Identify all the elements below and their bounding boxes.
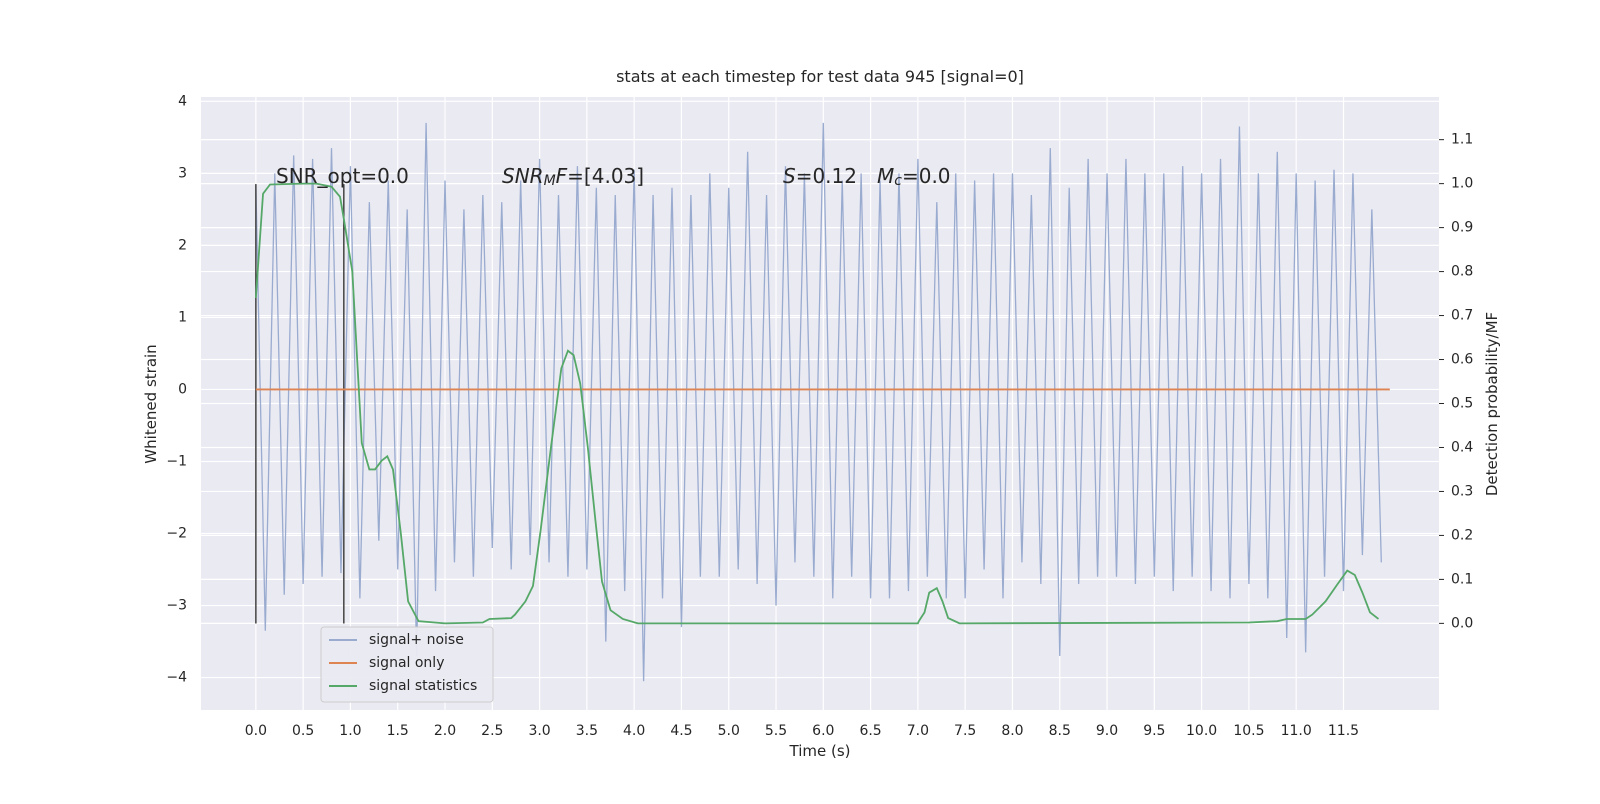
- annotation: SNR_opt=0.0: [276, 164, 409, 188]
- x-tick-label: 8.5: [1049, 723, 1071, 739]
- legend: signal+ noise signal only signal statistic…: [320, 626, 494, 703]
- x-tick-label: 6.5: [859, 723, 881, 739]
- x-tick-label: 11.5: [1328, 723, 1359, 739]
- y2-tick-label: 0.3: [1451, 483, 1473, 499]
- x-tick-label: 2.0: [434, 723, 456, 739]
- y-tick-label: 1: [178, 309, 187, 325]
- y-axis-label: Whitened strain: [142, 344, 160, 463]
- y-tick-label: −2: [166, 526, 187, 542]
- legend-box: [320, 626, 494, 703]
- series-line: [255, 122, 1382, 682]
- x-tick-label: 4.0: [623, 723, 645, 739]
- x-tick-label: 6.0: [812, 723, 834, 739]
- x-tick-label: 10.5: [1233, 723, 1264, 739]
- x-tick-label: 10.0: [1186, 723, 1217, 739]
- annotation-part: =0.0: [902, 164, 951, 188]
- x-tick-label: 9.5: [1143, 723, 1165, 739]
- annotation: Mc=0.0: [877, 164, 951, 190]
- x-tick-label: 1.5: [387, 723, 409, 739]
- y2-tick-label: 0.8: [1451, 264, 1473, 280]
- y-tick-label: 2: [178, 237, 187, 253]
- y2-tick-label: 0.0: [1451, 615, 1473, 631]
- y-tick-label: −3: [166, 598, 187, 614]
- annotation-part: =0.12: [796, 164, 857, 188]
- annotation-part: M: [544, 173, 556, 189]
- x-tick-label: 5.5: [765, 723, 787, 739]
- x-axis-label: Time (s): [789, 742, 851, 760]
- annotation-part: SNR_opt=0.0: [276, 164, 409, 188]
- legend-label: signal+ noise: [369, 632, 464, 648]
- y2-tick-label: 0.4: [1451, 439, 1473, 455]
- x-tick-label: 0.0: [245, 723, 267, 739]
- annotation-part: S: [783, 164, 796, 188]
- annotation-part: =[4.03]: [567, 164, 644, 188]
- x-tick-label: 9.0: [1096, 723, 1118, 739]
- y2-tick-label: 0.5: [1451, 396, 1473, 412]
- y2-axis-label: Detection probability/MF: [1483, 312, 1501, 496]
- y2-tick-label: 0.2: [1451, 527, 1473, 543]
- y2-tick-label: 1.0: [1451, 176, 1473, 192]
- annotation-part: c: [894, 173, 902, 189]
- annotation: SNRMF=[4.03]: [502, 164, 644, 190]
- annotation-part: SNR: [502, 164, 544, 188]
- y-tick-label: −4: [166, 670, 187, 686]
- y2-tick-label: 0.7: [1451, 308, 1473, 324]
- y-tick-label: 4: [178, 93, 187, 109]
- annotation-part: F: [556, 164, 568, 188]
- legend-label: signal statistics: [369, 678, 477, 694]
- x-tick-label: 11.0: [1281, 723, 1312, 739]
- x-tick-label: 2.5: [481, 723, 503, 739]
- legend-label: signal only: [369, 655, 444, 671]
- y2-tick-label: 0.1: [1451, 571, 1473, 587]
- x-tick-label: 4.5: [670, 723, 692, 739]
- y2-tick-label: 0.6: [1451, 352, 1473, 368]
- x-tick-label: 7.5: [954, 723, 976, 739]
- x-tick-label: 7.0: [907, 723, 929, 739]
- y2-tick-label: 1.1: [1451, 132, 1473, 148]
- y-tick-label: 3: [178, 165, 187, 181]
- x-tick-label: 3.5: [576, 723, 598, 739]
- x-tick-label: 0.5: [292, 723, 314, 739]
- y-tick-label: 0: [178, 381, 187, 397]
- series-line: [254, 182, 1380, 625]
- x-tick-label: 3.0: [528, 723, 550, 739]
- y2-tick-label: 0.9: [1451, 220, 1473, 236]
- annotation: S=0.12: [783, 164, 857, 188]
- y-tick-label: −1: [166, 453, 187, 469]
- x-tick-label: 1.0: [339, 723, 361, 739]
- annotation-part: M: [877, 164, 894, 188]
- x-tick-label: 8.0: [1001, 723, 1023, 739]
- x-tick-label: 5.0: [718, 723, 740, 739]
- chart-title: stats at each timestep for test data 945…: [616, 67, 1024, 86]
